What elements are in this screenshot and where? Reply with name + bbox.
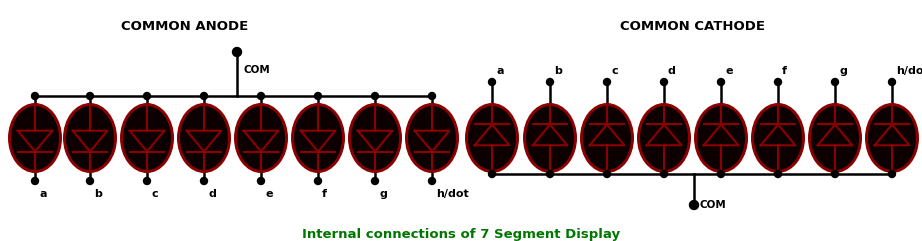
Circle shape [144,178,150,185]
Ellipse shape [8,103,62,173]
Ellipse shape [694,103,748,173]
Ellipse shape [468,106,516,170]
Ellipse shape [523,103,577,173]
Text: COM: COM [243,65,270,75]
Circle shape [547,79,553,86]
Ellipse shape [526,106,574,170]
Circle shape [660,79,668,86]
Text: a: a [39,189,46,199]
Ellipse shape [751,103,805,173]
Circle shape [144,93,150,100]
Ellipse shape [237,106,285,170]
Text: a: a [496,66,503,76]
Ellipse shape [63,103,117,173]
Circle shape [87,93,93,100]
Circle shape [314,93,322,100]
Ellipse shape [808,103,862,173]
Circle shape [429,93,435,100]
Circle shape [717,79,725,86]
Ellipse shape [408,106,456,170]
Ellipse shape [11,106,59,170]
Circle shape [604,79,610,86]
Circle shape [717,170,725,178]
Text: d: d [208,189,216,199]
Text: b: b [94,189,101,199]
Ellipse shape [123,106,171,170]
Circle shape [200,178,207,185]
Text: d: d [668,66,676,76]
Text: f: f [782,66,787,76]
Ellipse shape [234,103,288,173]
Ellipse shape [754,106,802,170]
Ellipse shape [120,103,174,173]
Ellipse shape [405,103,459,173]
Circle shape [87,178,93,185]
Circle shape [429,178,435,185]
Text: COMMON ANODE: COMMON ANODE [122,20,249,33]
Text: g: g [379,189,387,199]
Circle shape [200,93,207,100]
Text: f: f [322,189,327,199]
Ellipse shape [66,106,114,170]
Ellipse shape [351,106,399,170]
Circle shape [257,93,265,100]
Text: c: c [151,189,158,199]
Circle shape [372,178,379,185]
Circle shape [832,170,838,178]
Circle shape [314,178,322,185]
Text: COMMON CATHODE: COMMON CATHODE [621,20,765,33]
Circle shape [889,170,895,178]
Circle shape [257,178,265,185]
Text: e: e [265,189,273,199]
Ellipse shape [580,103,634,173]
Circle shape [489,170,495,178]
Text: h/dot: h/dot [896,66,922,76]
Circle shape [372,93,379,100]
Ellipse shape [348,103,402,173]
Ellipse shape [868,106,916,170]
Circle shape [832,79,838,86]
Circle shape [31,93,39,100]
Ellipse shape [177,103,231,173]
Circle shape [604,170,610,178]
Circle shape [31,178,39,185]
Circle shape [660,170,668,178]
Ellipse shape [811,106,859,170]
Ellipse shape [294,106,342,170]
Circle shape [774,79,782,86]
Circle shape [690,201,699,209]
Text: e: e [725,66,732,76]
Ellipse shape [583,106,631,170]
Circle shape [774,170,782,178]
Ellipse shape [291,103,345,173]
Ellipse shape [640,106,688,170]
Ellipse shape [465,103,519,173]
Circle shape [232,47,242,56]
Ellipse shape [865,103,919,173]
Text: h/dot: h/dot [436,189,468,199]
Text: c: c [611,66,618,76]
Circle shape [489,79,495,86]
Text: COM: COM [700,200,727,210]
Circle shape [889,79,895,86]
Ellipse shape [697,106,745,170]
Text: Internal connections of 7 Segment Display: Internal connections of 7 Segment Displa… [301,228,621,241]
Text: g: g [839,66,847,76]
Ellipse shape [637,103,691,173]
Text: b: b [554,66,561,76]
Circle shape [547,170,553,178]
Ellipse shape [180,106,228,170]
